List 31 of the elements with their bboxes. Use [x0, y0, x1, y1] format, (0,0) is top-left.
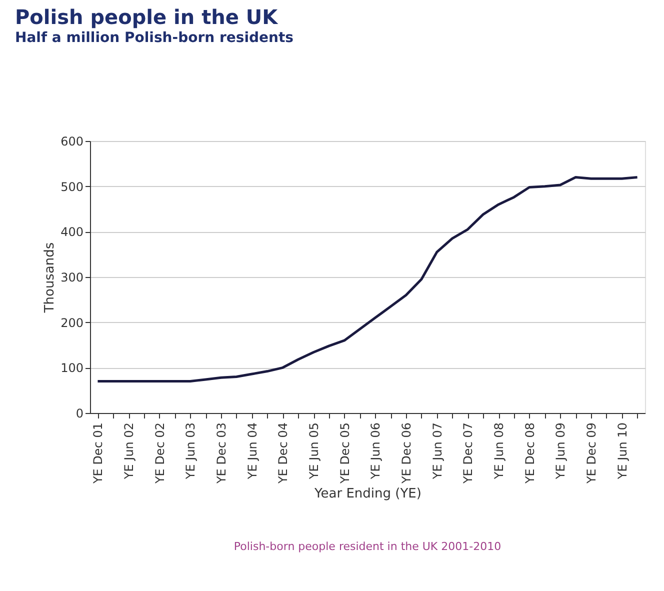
text: Polish-born people resident in the UK 2001-2010	[234, 540, 502, 553]
x-tick-label: YE Dec 09	[584, 422, 599, 485]
chart-title: Polish people in the UK	[15, 5, 280, 29]
y-tick-label: 400	[60, 225, 84, 240]
line-series	[96, 176, 639, 383]
x-tick-label: YE Dec 02	[152, 422, 167, 485]
x-tick-label: YE Dec 07	[461, 422, 476, 485]
x-tick-label: YE Jun 08	[492, 422, 506, 480]
chart-subtitle: Half a million Polish-born residents	[15, 30, 294, 46]
y-tick-label: 500	[60, 180, 84, 194]
x-tick-label: YE Jun 07	[430, 422, 444, 480]
x-tick-label: YE Jun 09	[554, 422, 568, 480]
x-axis-title: Year Ending (YE)	[314, 486, 422, 502]
x-tick-label: YE Dec 03	[214, 422, 229, 485]
y-tick-label: 100	[60, 361, 84, 376]
x-tick-label: YE Jun 03	[184, 422, 198, 480]
y-tick-label: 600	[60, 134, 84, 148]
x-tick-label: YE Jun 06	[368, 422, 383, 480]
x-tick-label: YE Jun 04	[245, 422, 260, 480]
y-tick-label: 0	[76, 406, 84, 420]
x-tick-label: YE Jun 02	[122, 422, 136, 480]
x-tick-label: YE Dec 05	[338, 422, 352, 485]
x-tick-label: YE Dec 04	[276, 422, 290, 485]
y-tick-label: 300	[60, 270, 84, 284]
x-tick-label: YE Dec 06	[400, 422, 414, 485]
y-axis-title: Thousands	[42, 242, 58, 314]
x-tick-label: YE Dec 08	[522, 422, 537, 485]
x-tick-label: YE Dec 01	[91, 422, 106, 485]
x-tick-label: YE Jun 10	[615, 422, 630, 480]
x-tick-label: YE Jun 05	[307, 422, 322, 480]
y-tick-label: 200	[60, 316, 84, 330]
